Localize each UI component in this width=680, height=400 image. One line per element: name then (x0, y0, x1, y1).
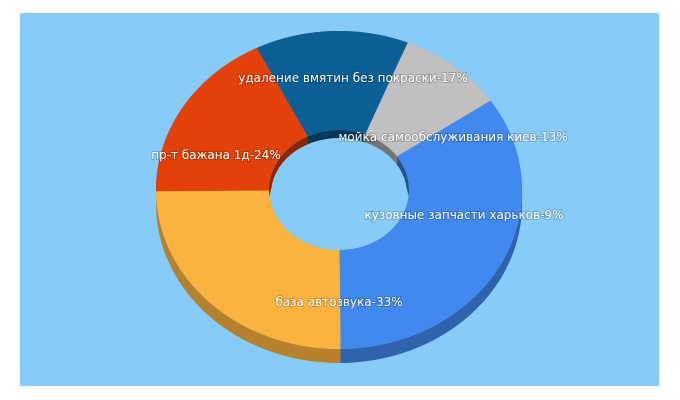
slice-пр-side (156, 191, 341, 363)
slice-база-автозвука-side (340, 100, 522, 363)
label-kuzovnye-zapchasti: кузовные запчасти харьков-9% (364, 208, 563, 222)
label-baza-avtozvuka: база автозвука-33% (275, 295, 402, 309)
label-pr-t-bazhana: пр-т бажана 1д-24% (151, 148, 280, 162)
slice-мойка-самообслуживания-киев[interactable] (256, 31, 408, 137)
label-udalenie-vmyatin: удаление вмятин без покраски-17% (238, 71, 467, 85)
slice-пр[interactable] (156, 190, 341, 349)
label-moyka-samoobsluzhivaniya: мойка самообслуживания киев-13% (338, 130, 567, 144)
slice-удаление-вмятин-без-покраски[interactable] (156, 47, 308, 192)
slice-база-автозвука[interactable] (339, 100, 522, 349)
slice-кузовные-запчасти-харьков[interactable] (365, 42, 491, 157)
donut-hole (271, 138, 407, 250)
